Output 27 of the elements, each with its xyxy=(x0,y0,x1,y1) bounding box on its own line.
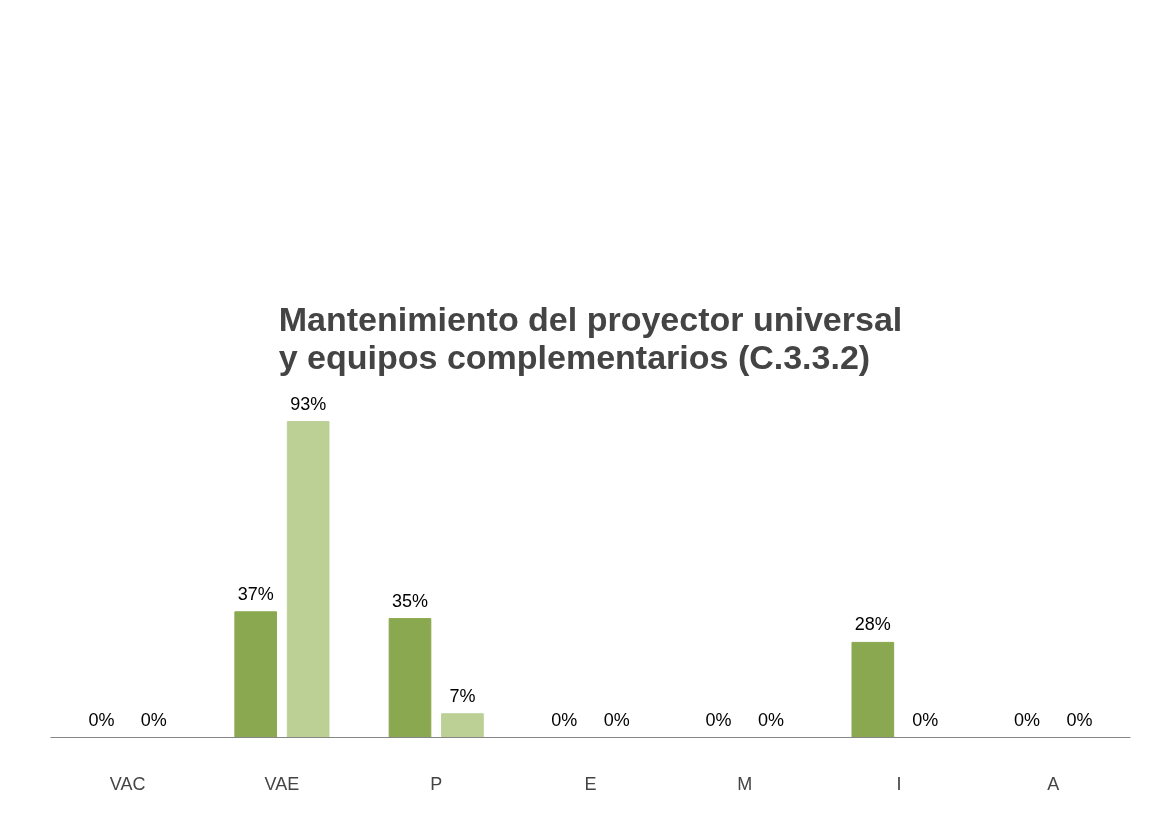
bar xyxy=(851,641,895,738)
data-label: 28% xyxy=(854,614,891,635)
data-label: 0% xyxy=(551,709,578,730)
data-label: 0% xyxy=(140,709,167,730)
data-label: 0% xyxy=(1066,709,1093,730)
x-tick-label: M xyxy=(737,773,753,794)
data-label: 0% xyxy=(603,709,630,730)
data-label: 0% xyxy=(1014,709,1041,730)
x-tick-label: VAC xyxy=(109,773,146,794)
chart-title: Mantenimiento del proyector universal y equipos complementarios (C.3.3.2) xyxy=(278,299,903,376)
bar xyxy=(441,713,484,738)
bar xyxy=(234,611,278,738)
x-tick-label: VAE xyxy=(264,773,300,794)
data-label: 7% xyxy=(449,685,476,706)
data-label: 35% xyxy=(391,590,428,611)
x-tick-label: A xyxy=(1047,773,1060,794)
data-label: 0% xyxy=(912,709,939,730)
data-label: 0% xyxy=(705,709,732,730)
bar xyxy=(286,421,330,738)
x-tick-label: P xyxy=(430,773,443,794)
data-label: 37% xyxy=(237,583,274,604)
bar xyxy=(388,618,432,738)
data-label: 0% xyxy=(758,709,785,730)
data-label: 93% xyxy=(290,393,327,414)
x-tick-label: I xyxy=(896,773,902,794)
data-label: 0% xyxy=(88,709,115,730)
x-tick-label: E xyxy=(584,773,597,794)
